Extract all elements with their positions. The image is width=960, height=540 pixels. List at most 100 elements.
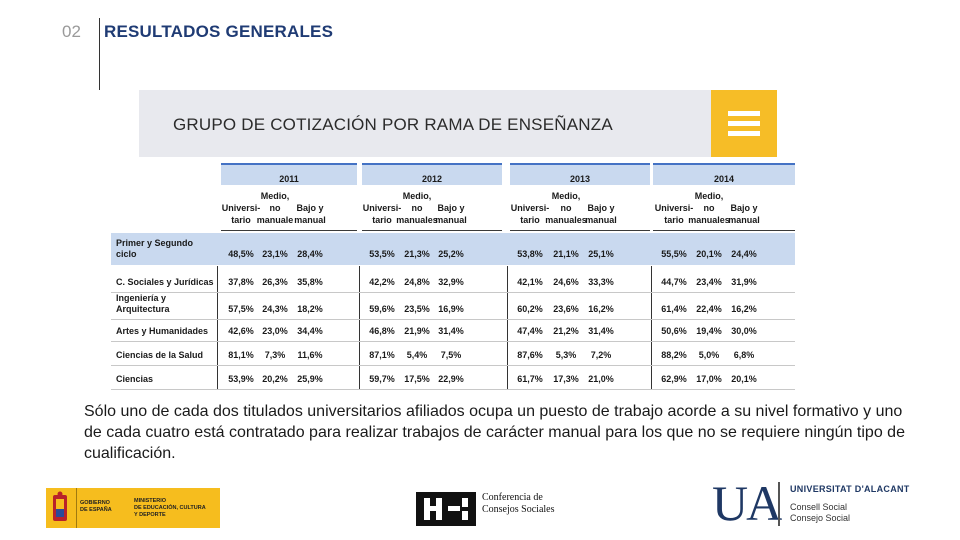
- table-cell: 5,0%: [698, 350, 720, 360]
- row-label-line: Ciencias: [116, 374, 154, 384]
- table-cell: 23,1%: [262, 249, 288, 259]
- row-separator: [111, 341, 795, 342]
- table-cell: 24,3%: [262, 304, 288, 314]
- table-cell: 22,9%: [438, 374, 464, 384]
- column-header: Medio, no manuales: [389, 190, 445, 226]
- row-separator: [111, 319, 795, 320]
- table-cell: 22,4%: [696, 304, 722, 314]
- ua-letters: UA: [712, 475, 782, 531]
- row-label: Ciencias: [116, 374, 153, 385]
- table-cell: 42,6%: [228, 326, 254, 336]
- gobierno-logo: GOBIERNO DE ESPAÑA MINISTERIO DE EDUCACI…: [46, 488, 220, 528]
- table-cell: 26,3%: [262, 277, 288, 287]
- column-header: Universi-tario: [502, 202, 558, 226]
- table-cell: 7,5%: [440, 350, 462, 360]
- row-label-line: C. Sociales y Jurídicas: [116, 277, 214, 287]
- column-header: Medio, no manuale: [247, 190, 303, 226]
- table-cell: 31,4%: [438, 326, 464, 336]
- table-cell: 35,8%: [297, 277, 323, 287]
- table-cell: 7,2%: [590, 350, 612, 360]
- slide-number: 02: [62, 22, 81, 41]
- column-header-line: manuales: [688, 215, 730, 225]
- table-cell: 48,5%: [228, 249, 254, 259]
- table-cell: 21,2%: [553, 326, 579, 336]
- conferencia-logo: Conferencia de Consejos Sociales: [416, 490, 566, 528]
- table-cell: 47,4%: [517, 326, 543, 336]
- row-separator: [111, 365, 795, 366]
- table-cell: 6,8%: [733, 350, 755, 360]
- column-header-line: manual: [435, 215, 467, 225]
- year-label: 2012: [421, 174, 443, 184]
- table-cell: 21,0%: [588, 374, 614, 384]
- column-header-line: no: [560, 203, 572, 213]
- ua-line2: Consejo Social: [790, 513, 851, 523]
- column-header-line: manual: [728, 215, 760, 225]
- header-divider: [99, 18, 100, 90]
- summary-row-band: [111, 233, 795, 265]
- column-header-line: no: [703, 203, 715, 213]
- ua-line1: Consell Social: [790, 502, 848, 512]
- table-cell: 25,1%: [588, 249, 614, 259]
- table-cell: 25,9%: [297, 374, 323, 384]
- table-cell: 21,9%: [404, 326, 430, 336]
- gobierno-line2: DE ESPAÑA: [80, 507, 112, 513]
- table-cell: 61,7%: [517, 374, 543, 384]
- column-header-line: Universi-: [362, 203, 402, 213]
- header-underline: [510, 230, 650, 231]
- year-label: 2014: [713, 174, 735, 184]
- row-label: Artes y Humanidades: [116, 326, 208, 337]
- table-cell: 42,2%: [369, 277, 395, 287]
- table-cell: 59,6%: [369, 304, 395, 314]
- table-cell: 87,6%: [517, 350, 543, 360]
- ua-divider: [778, 482, 780, 526]
- table-cell: 24,8%: [404, 277, 430, 287]
- table-cell: 31,4%: [588, 326, 614, 336]
- column-header: Bajo y manual: [716, 202, 772, 226]
- table-cell: 18,2%: [297, 304, 323, 314]
- table-cell: 55,5%: [661, 249, 687, 259]
- column-header: Bajo y manual: [423, 202, 479, 226]
- year-label: 2011: [279, 174, 299, 184]
- row-label-line: Ciencias de la Salud: [116, 350, 204, 360]
- conferencia-text: Conferencia de Consejos Sociales: [482, 492, 555, 516]
- table-cell: 21,3%: [404, 249, 430, 259]
- column-header-line: no: [411, 203, 423, 213]
- header-underline: [221, 230, 357, 231]
- table-cell: 57,5%: [228, 304, 254, 314]
- row-separator: [111, 389, 795, 390]
- column-header-line: Universi-: [510, 203, 550, 213]
- group-separator: [507, 266, 508, 390]
- row-label-line: Arquitectura: [116, 304, 170, 314]
- menu-button[interactable]: [711, 90, 777, 157]
- table-cell: 20,1%: [696, 249, 722, 259]
- column-header-line: Medio,: [402, 191, 432, 201]
- table-cell: 17,0%: [696, 374, 722, 384]
- conferencia-line1: Conferencia de: [482, 492, 543, 503]
- table-cell: 46,8%: [369, 326, 395, 336]
- year-header-band: [510, 163, 650, 185]
- row-label: Ciencias de la Salud: [116, 350, 203, 361]
- table-cell: 24,6%: [553, 277, 579, 287]
- column-header-line: Bajo y: [437, 203, 465, 213]
- coat-of-arms-icon: [53, 491, 67, 521]
- column-header-line: manual: [294, 215, 326, 225]
- column-header: Universi-tario: [646, 202, 702, 226]
- table-cell: 42,1%: [517, 277, 543, 287]
- table-cell: 62,9%: [661, 374, 687, 384]
- column-header-line: tario: [231, 215, 251, 225]
- table-cell: 32,9%: [438, 277, 464, 287]
- row-label-line: Artes y Humanidades: [116, 326, 209, 336]
- table-cell: 20,2%: [262, 374, 288, 384]
- table-cell: 5,3%: [555, 350, 577, 360]
- ua-name: UNIVERSITAT D'ALACANT: [790, 484, 910, 494]
- row-label-line: ciclo: [116, 249, 137, 259]
- column-header-line: manuales: [396, 215, 438, 225]
- banner-title: GRUPO DE COTIZACIÓN POR RAMA DE ENSEÑANZ…: [173, 115, 613, 134]
- column-header: Universi-tario: [213, 202, 269, 226]
- ministry-line2: DE EDUCACIÓN, CULTURA: [134, 505, 206, 511]
- column-header: Bajo y manual: [573, 202, 629, 226]
- slide-title: RESULTADOS GENERALES: [104, 22, 334, 41]
- group-separator: [359, 266, 360, 390]
- row-separator: [111, 292, 795, 293]
- table-cell: 16,2%: [731, 304, 757, 314]
